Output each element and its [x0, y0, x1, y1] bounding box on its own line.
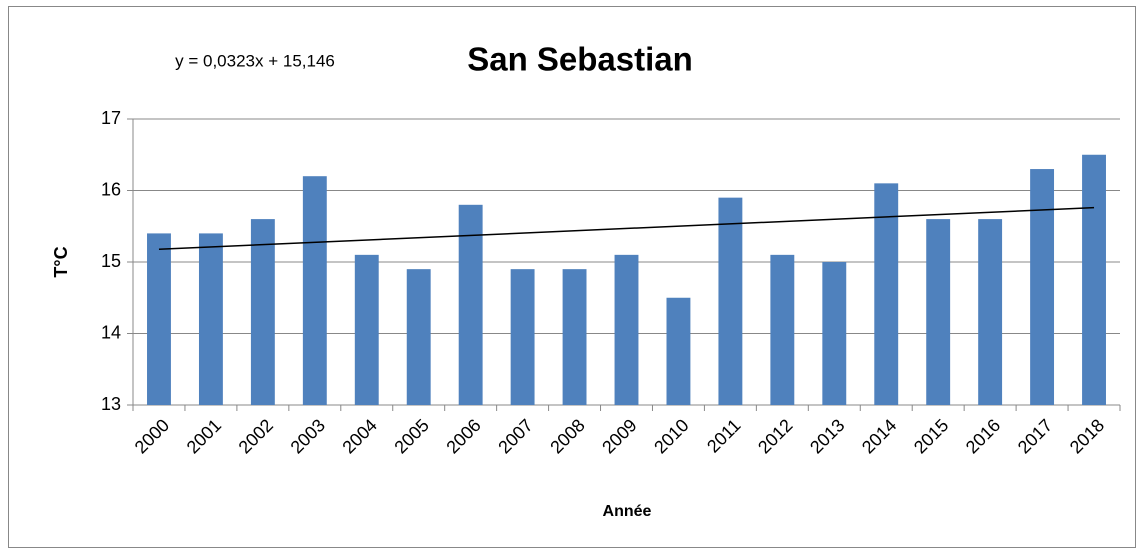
bar: [354, 254, 379, 405]
bar: [1030, 169, 1055, 405]
y-tick-label: 17: [101, 108, 121, 128]
bar: [978, 219, 1003, 405]
bar: [562, 269, 587, 405]
trendline-equation: y = 0,0323x + 15,146: [175, 51, 335, 70]
bar: [718, 197, 743, 405]
trendline: [158, 206, 1095, 251]
y-axis-label: T°C: [51, 246, 71, 277]
bar: [666, 297, 691, 405]
bar: [510, 269, 535, 405]
bar: [198, 233, 223, 405]
bar: [874, 183, 899, 405]
y-tick-label: 13: [101, 394, 121, 414]
bar: [250, 219, 275, 405]
bar: [822, 262, 847, 405]
y-tick-label: 15: [101, 251, 121, 271]
bar: [1082, 154, 1106, 405]
bar: [458, 204, 483, 405]
bar: [302, 176, 327, 405]
y-tick-label: 16: [101, 179, 121, 199]
bar: [770, 254, 795, 405]
bar: [147, 233, 171, 405]
chart-title: San Sebastian: [467, 41, 693, 78]
bar: [614, 254, 639, 405]
bar: [926, 219, 951, 405]
x-axis-label: Année: [603, 503, 652, 520]
bar: [406, 269, 431, 405]
y-tick-label: 14: [101, 322, 121, 342]
